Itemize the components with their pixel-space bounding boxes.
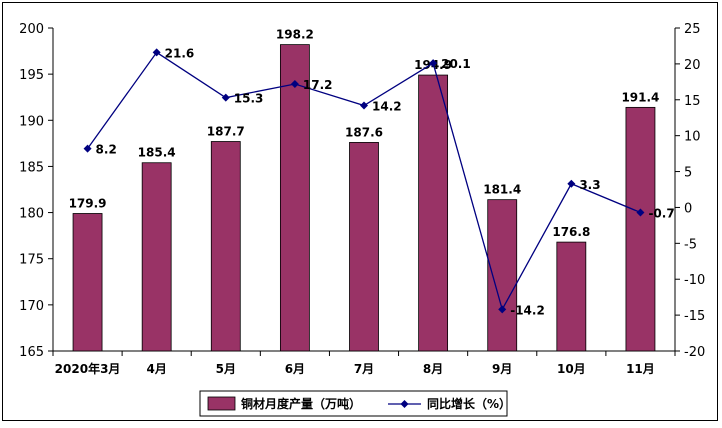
line-point bbox=[152, 48, 161, 57]
y-left-tick-label: 200 bbox=[19, 22, 44, 37]
bar-data-label: 185.4 bbox=[138, 146, 176, 160]
bar bbox=[349, 142, 379, 352]
line-data-label: 15.3 bbox=[234, 92, 264, 106]
x-tick-label: 9月 bbox=[492, 362, 512, 376]
line-data-label: 17.2 bbox=[303, 78, 333, 92]
legend-label-line: 同比增长（%） bbox=[427, 396, 511, 411]
y-left-tick-label: 195 bbox=[19, 68, 44, 83]
x-tick-label: 10月 bbox=[557, 362, 586, 376]
y-right-tick-label: -20 bbox=[684, 345, 705, 360]
x-tick-label: 2020年3月 bbox=[55, 361, 121, 376]
y-right-tick-label: 10 bbox=[684, 130, 701, 145]
line-data-label: 20.1 bbox=[441, 57, 471, 71]
line-data-label: 8.2 bbox=[96, 143, 117, 157]
bar bbox=[487, 199, 518, 352]
line-point bbox=[429, 59, 438, 68]
y-left-tick-label: 185 bbox=[19, 160, 44, 175]
line-point bbox=[567, 179, 576, 188]
x-tick-label: 11月 bbox=[626, 362, 655, 376]
line-point bbox=[290, 79, 299, 88]
bar bbox=[279, 44, 310, 352]
x-tick-label: 8月 bbox=[423, 362, 443, 376]
x-tick-label: 6月 bbox=[285, 362, 305, 376]
bar-data-label: 176.8 bbox=[552, 225, 590, 239]
line-data-label: -14.2 bbox=[510, 303, 545, 317]
bar bbox=[556, 241, 587, 352]
y-right-tick-label: 20 bbox=[684, 58, 701, 73]
bar bbox=[210, 141, 241, 352]
line-point bbox=[221, 93, 230, 102]
bar bbox=[141, 162, 172, 352]
line-point bbox=[498, 305, 507, 314]
y-left-tick-label: 180 bbox=[19, 207, 44, 222]
bar-data-label: 191.4 bbox=[621, 90, 659, 104]
y-right-tick-label: 15 bbox=[684, 94, 701, 109]
line-point bbox=[360, 101, 368, 110]
legend-swatch-bars bbox=[207, 396, 236, 411]
line-data-label: -0.7 bbox=[648, 206, 674, 220]
y-right-tick-label: 5 bbox=[684, 166, 692, 181]
line-data-label: 3.3 bbox=[579, 178, 600, 192]
y-left-tick-label: 165 bbox=[19, 345, 44, 360]
y-right-tick-label: 0 bbox=[684, 201, 692, 216]
y-left-tick-label: 170 bbox=[19, 299, 44, 314]
bar-data-label: 179.9 bbox=[69, 196, 107, 210]
y-left-tick-label: 175 bbox=[19, 253, 44, 268]
legend-box bbox=[199, 390, 508, 417]
bar-data-label: 198.2 bbox=[276, 28, 314, 42]
legend-swatch-marker bbox=[400, 400, 409, 408]
legend-label-bars: 铜材月度产量（万吨） bbox=[241, 396, 361, 411]
y-right-tick-label: 25 bbox=[684, 22, 701, 37]
line-point bbox=[636, 208, 645, 217]
chart-svg: 165 170 175 180 185 190 195 200 -20 -15 -10 -5 0 5 10 1… bbox=[19, 22, 705, 417]
bar-data-label: 187.6 bbox=[345, 125, 383, 139]
line-data-label: 14.2 bbox=[372, 100, 402, 114]
line-data-label: 21.6 bbox=[165, 46, 195, 60]
bar bbox=[625, 106, 656, 352]
bar bbox=[418, 74, 449, 352]
y-right-tick-label: -5 bbox=[684, 237, 697, 252]
x-tick-label: 4月 bbox=[146, 362, 166, 376]
x-tick-label: 7月 bbox=[354, 362, 374, 376]
line-point bbox=[83, 144, 92, 153]
y-left-tick-label: 190 bbox=[19, 114, 44, 129]
bar bbox=[72, 213, 103, 352]
chart-frame: 165 170 175 180 185 190 195 200 -20 -15 -10 -5 0 5 10 1… bbox=[2, 2, 718, 421]
y-right-tick-label: -15 bbox=[684, 309, 705, 324]
bar-data-label: 187.7 bbox=[207, 125, 245, 139]
bar-data-label: 181.4 bbox=[483, 183, 521, 197]
x-tick-label: 5月 bbox=[216, 362, 236, 376]
y-right-tick-label: -10 bbox=[684, 273, 705, 288]
